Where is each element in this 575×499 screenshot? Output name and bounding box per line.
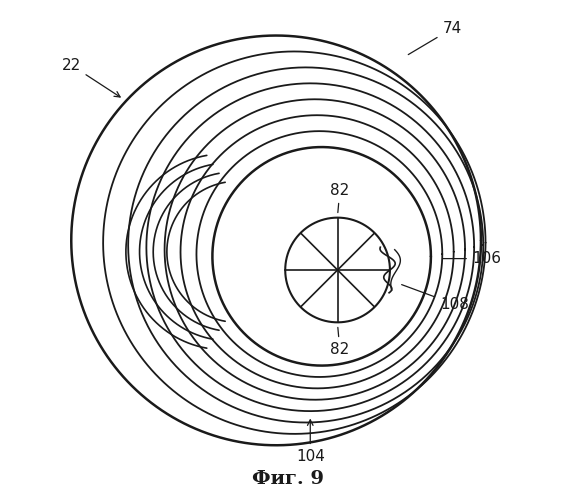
Text: 82: 82 — [330, 183, 350, 213]
Text: 106: 106 — [443, 251, 501, 266]
Text: 82: 82 — [330, 327, 350, 357]
Text: 74: 74 — [408, 21, 462, 54]
Text: 22: 22 — [62, 57, 120, 97]
Text: 108: 108 — [402, 284, 469, 312]
Text: Фиг. 9: Фиг. 9 — [251, 471, 324, 489]
Text: 104: 104 — [296, 420, 325, 464]
